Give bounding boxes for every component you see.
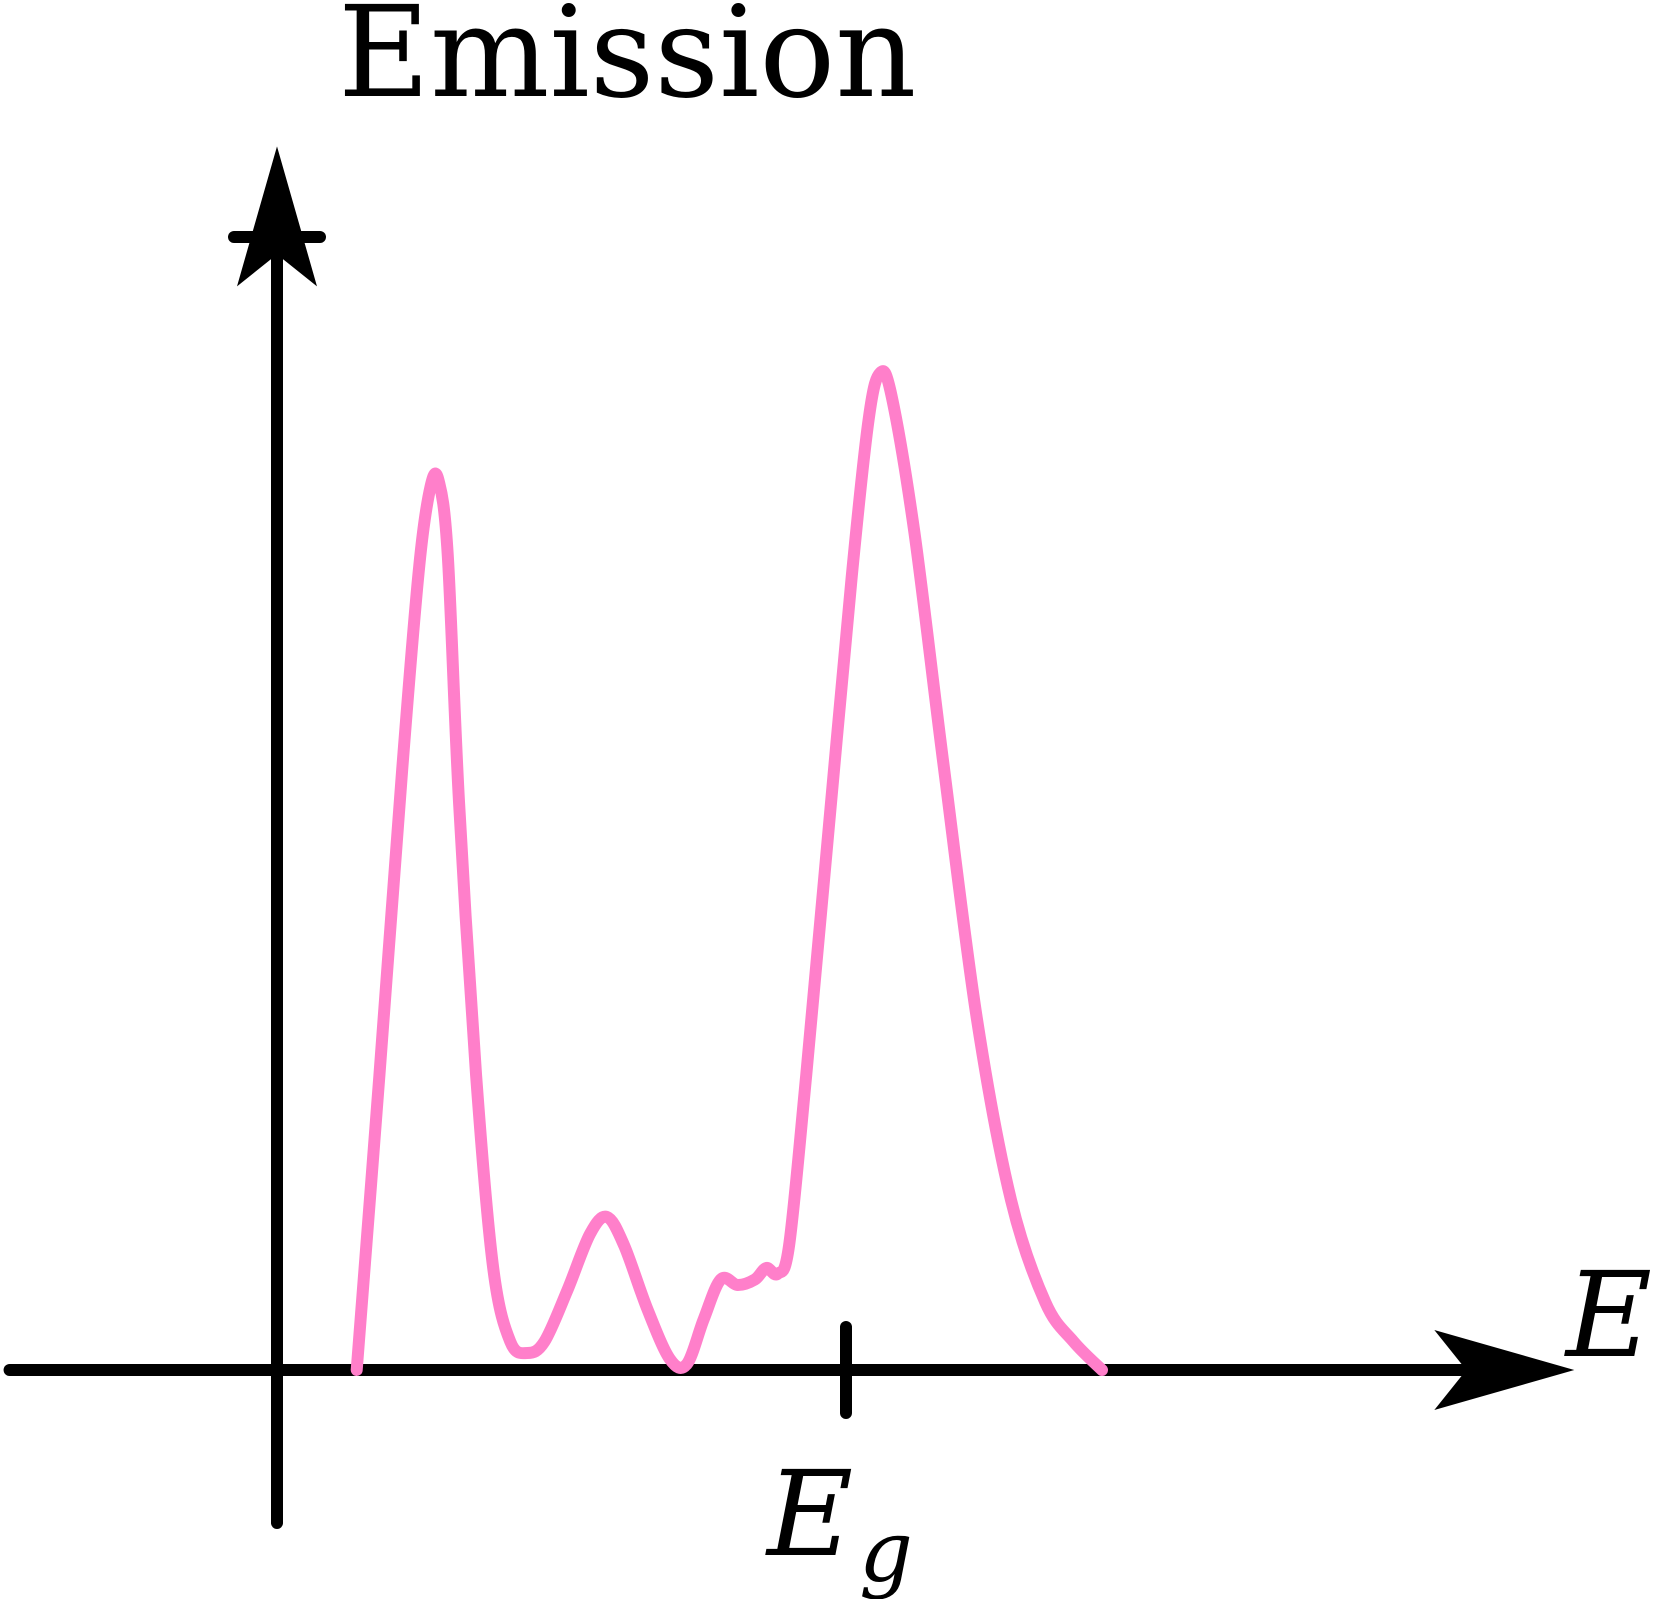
x-tick-label: Eg [765,1445,913,1599]
y-axis-label: Emission [338,0,916,126]
y-axis-arrowhead-icon [237,146,317,287]
x-tick-label-main: E [765,1445,853,1583]
x-tick-label-subscript: g [859,1503,913,1599]
x-axis-arrowhead-icon [1434,1330,1575,1410]
axes [3,146,1575,1529]
emission-spectrum-line [350,365,1108,1376]
x-axis-label: E [1564,1246,1652,1384]
